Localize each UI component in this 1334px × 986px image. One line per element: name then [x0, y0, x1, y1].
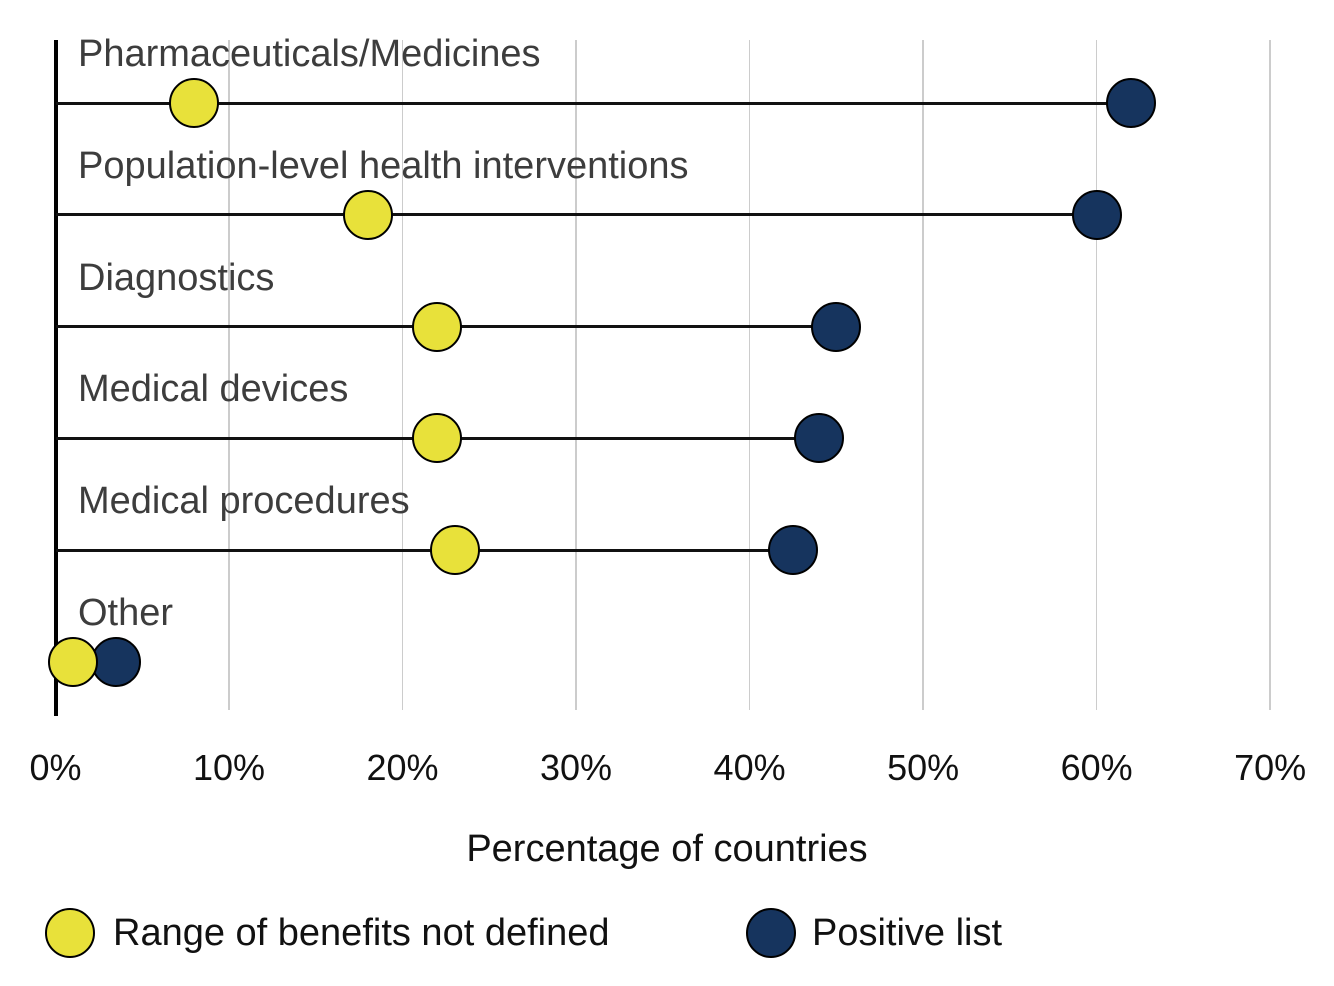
legend-marker-positive-list	[746, 908, 796, 958]
x-tick-label: 30%	[540, 747, 613, 788]
marker-positive-list	[793, 413, 844, 464]
gridline	[401, 40, 404, 710]
marker-not-defined	[47, 637, 98, 687]
x-tick-label: 20%	[366, 747, 439, 788]
category-label: Population-level health interventions	[78, 144, 689, 187]
legend-label-not-defined: Range of benefits not defined	[113, 912, 610, 954]
x-axis-title: Percentage of countries	[466, 828, 868, 870]
legend-label-positive-list: Positive list	[812, 912, 1003, 954]
marker-not-defined	[429, 525, 480, 576]
category-label: Pharmaceuticals/Medicines	[78, 33, 541, 75]
gridline	[228, 40, 230, 710]
stem-line	[55, 213, 1097, 217]
x-tick-label: 60%	[1060, 747, 1133, 788]
marker-not-defined	[412, 413, 463, 464]
marker-not-defined	[412, 301, 463, 352]
marker-positive-list	[767, 525, 818, 576]
category-label: Medical devices	[78, 368, 349, 411]
x-tick-label: 40%	[713, 747, 786, 788]
gridline	[922, 40, 924, 710]
marker-not-defined	[169, 78, 220, 128]
y-axis-line	[53, 40, 58, 716]
legend-marker-not-defined	[45, 908, 95, 958]
marker-positive-list	[1106, 78, 1157, 128]
marker-positive-list	[811, 301, 862, 352]
marker-positive-list	[1071, 189, 1122, 240]
marker-positive-list	[91, 637, 142, 687]
stem-line	[55, 548, 793, 552]
gridline	[748, 40, 751, 710]
stem-line	[55, 101, 1132, 105]
x-tick-label: 10%	[192, 747, 266, 788]
gridline	[1269, 40, 1271, 710]
x-tick-label: 0%	[29, 747, 82, 788]
category-label: Other	[78, 592, 174, 634]
gridline	[575, 40, 577, 710]
x-tick-label: 70%	[1234, 747, 1307, 788]
gridline	[1095, 40, 1098, 710]
marker-not-defined	[342, 189, 393, 240]
category-label: Diagnostics	[78, 256, 275, 299]
x-tick-label: 50%	[887, 747, 960, 788]
category-label: Medical procedures	[78, 480, 410, 523]
